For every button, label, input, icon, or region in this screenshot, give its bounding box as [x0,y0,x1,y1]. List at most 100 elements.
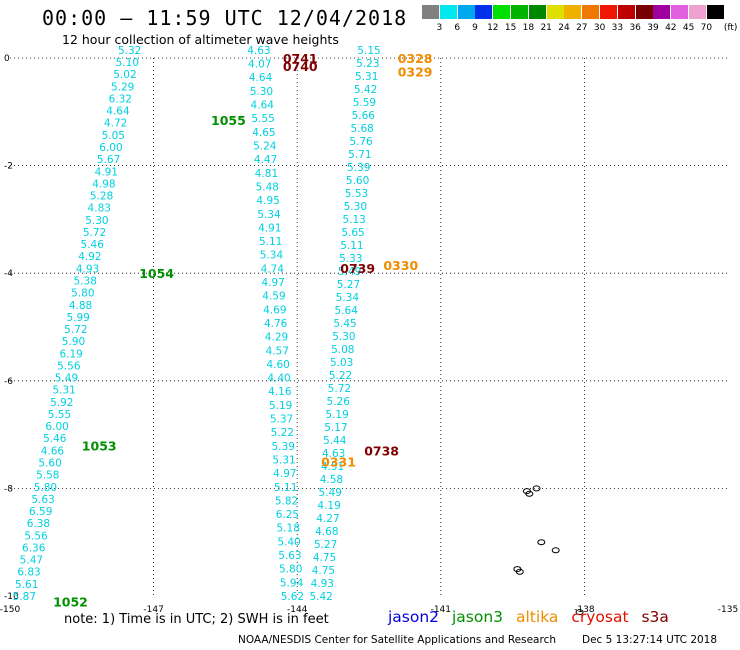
island-shape [515,568,524,575]
swh-value: 4.76 [264,318,288,330]
island-shape [575,609,584,616]
swh-value: 6.83 [17,567,40,579]
swh-value: 5.99 [66,312,89,324]
swh-value: 5.28 [90,191,113,203]
color-scale-label: 15 [504,23,517,33]
swh-value: 5.22 [329,370,352,382]
swh-value: 5.19 [269,400,292,412]
swh-value: 5.56 [24,530,48,542]
swh-value: 5.39 [272,441,295,453]
swh-value: 5.02 [113,69,136,81]
swh-value: 5.11 [340,240,363,252]
swh-value: 4.74 [261,263,285,275]
swh-value: 4.27 [316,513,339,525]
color-swatch [600,5,617,19]
swh-value: 5.46 [43,433,67,445]
color-swatch [564,5,582,19]
swh-value: 5.17 [324,422,347,434]
swh-value: 5.63 [278,550,301,562]
swh-value: 4.75 [312,565,335,577]
color-swatch [689,5,706,19]
swh-value: 5.92 [50,397,73,409]
swh-value: 5.31 [355,71,378,83]
swh-value: 5.72 [64,324,87,336]
swh-value: 5.22 [271,427,294,439]
pass-time-label: 1055 [211,113,246,128]
satellite-tracks: 5.325.105.025.296.324.644.725.056.005.67… [13,45,381,603]
color-scale-unit: (ft) [723,23,738,33]
color-scale-label: 30 [593,23,606,33]
swh-value: 5.08 [331,344,354,356]
swh-value: 5.49 [319,487,342,499]
color-scale-label: 6 [454,23,461,33]
swh-value: 5.80 [279,564,302,576]
swh-value: 5.27 [314,539,337,551]
swh-value: 5.27 [337,279,360,291]
swh-value: 5.80 [71,288,94,300]
satellite-legend: jason2 jason3 altika cryosat s3a [388,608,677,626]
swh-value: 5.15 [357,45,380,57]
swh-value: 5.68 [350,123,373,135]
swh-value: 5.38 [74,275,97,287]
swh-value: 5.05 [102,130,125,142]
swh-value: 5.56 [57,360,81,372]
credit-line: NOAA/NESDIS Center for Satellite Applica… [238,634,556,646]
color-swatch [546,5,564,19]
swh-value: 6.00 [99,142,122,154]
swh-value: 6.38 [27,518,50,530]
generated-timestamp: Dec 5 13:27:14 UTC 2018 [582,634,718,646]
swh-value: 5.60 [38,458,61,470]
lon-tick-label: -150 [0,605,20,615]
lat-tick-label: -6 [4,377,13,387]
color-scale-label: 45 [682,23,695,33]
swh-value: 5.44 [323,435,347,447]
swh-value: 5.64 [335,305,359,317]
jason3-track: 5.325.105.025.296.324.644.725.056.005.67… [13,45,142,603]
pass-time-label: 1053 [82,438,117,453]
swh-value: 5.30 [344,201,367,213]
swh-value: 4.47 [254,154,277,166]
swh-value: 5.23 [356,58,379,70]
pass-time-label: 0740 [283,59,318,74]
axis-tick-labels: -150 -147 -144 -141 -138 -135 0 -2 -4 -6 -8 -10 [0,54,738,615]
swh-value: 5.76 [349,136,373,148]
swh-value: 5.49 [55,373,78,385]
map-title: 00:00 – 11:59 UTC 12/04/2018 [42,6,408,30]
swh-value: 5.10 [116,57,139,69]
swh-value: 4.60 [266,359,289,371]
pass-time-label: 0739 [340,261,375,276]
swh-value: 5.45 [333,318,356,330]
swh-value: 4.92 [78,251,101,263]
swh-value: 5.72 [83,227,106,239]
swh-value: 5.19 [325,409,348,421]
swh-value: 5.30 [250,86,273,98]
color-swatch [706,5,724,19]
swh-value: 6.25 [276,509,299,521]
color-scale-label: 27 [576,23,588,33]
swh-value: 4.29 [265,332,288,344]
swh-value: 5.47 [20,555,43,567]
color-swatch [511,5,528,19]
swh-value: 5.34 [257,209,281,221]
swh-value: 5.62 [281,591,304,603]
swh-value: 5.94 [280,577,304,589]
swh-value: 4.81 [255,168,278,180]
swh-value: 4.64 [251,100,275,112]
pass-time-label: 0328 [398,51,433,66]
swh-value: 4.65 [252,127,275,139]
pass-time-label: 0738 [364,444,399,459]
swh-value: 5.33 [339,253,362,265]
swh-value: 5.87 [13,591,36,603]
color-swatch [635,5,653,19]
swh-value: 5.61 [15,579,38,591]
swh-value: 5.90 [62,336,85,348]
color-swatch [617,5,635,19]
swh-value: 5.31 [272,454,295,466]
legend-s3a: s3a [641,608,669,626]
swh-value: 5.55 [251,113,274,125]
swh-value: 5.39 [347,162,370,174]
swh-value: 6.19 [59,348,82,360]
color-scale-label: 36 [629,23,641,33]
color-scale-label: 9 [472,23,478,33]
swh-value: 5.29 [111,81,134,93]
